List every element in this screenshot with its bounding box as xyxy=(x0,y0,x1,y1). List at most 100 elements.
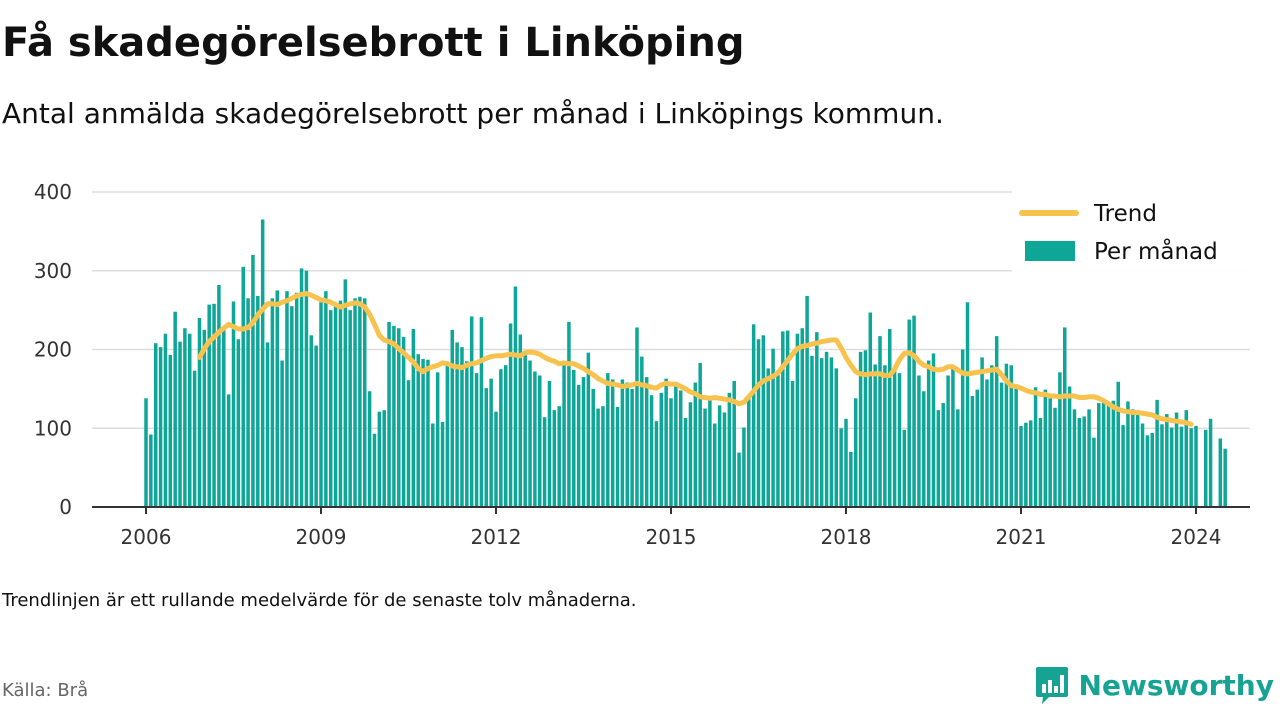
bar xyxy=(727,392,732,507)
trend-line-group xyxy=(197,291,1194,427)
bar xyxy=(1087,409,1091,507)
bar xyxy=(824,351,829,507)
bar xyxy=(751,324,756,507)
bar xyxy=(1009,365,1014,507)
bar xyxy=(883,365,887,507)
bar xyxy=(771,348,775,507)
bar xyxy=(985,379,989,507)
bar xyxy=(853,398,858,507)
bar xyxy=(406,380,411,507)
bar xyxy=(523,352,527,507)
bar xyxy=(460,347,464,507)
bar xyxy=(878,336,882,507)
bar xyxy=(635,327,639,507)
bar xyxy=(236,339,241,507)
bar xyxy=(805,295,809,507)
bar xyxy=(144,398,148,507)
bar xyxy=(1077,418,1082,507)
bar xyxy=(936,410,941,507)
bar xyxy=(654,421,659,507)
x-tick-label: 2009 xyxy=(296,525,347,549)
y-axis-tick-labels: 0 100 200 300 400 xyxy=(34,180,72,519)
bar xyxy=(309,335,314,507)
bar xyxy=(649,395,654,507)
bar xyxy=(591,388,595,508)
bar xyxy=(863,350,868,507)
x-tick-label: 2006 xyxy=(121,525,172,549)
bars-per-month xyxy=(144,219,1227,508)
bar xyxy=(912,315,916,507)
legend-bar-label: Per månad xyxy=(1094,237,1218,265)
bar xyxy=(474,373,479,508)
bar xyxy=(620,379,625,507)
bar xyxy=(285,291,289,507)
y-tick-label: 200 xyxy=(34,338,72,362)
bar xyxy=(178,341,182,508)
bar xyxy=(931,353,936,507)
bar xyxy=(1223,448,1227,507)
bar xyxy=(790,381,795,507)
bar xyxy=(518,334,523,507)
bar xyxy=(163,333,168,507)
bar xyxy=(747,396,751,507)
bar xyxy=(965,302,970,507)
bar xyxy=(1116,381,1120,507)
newsworthy-logo-icon xyxy=(1035,667,1068,704)
bar xyxy=(713,423,717,507)
bar xyxy=(819,358,824,507)
bar xyxy=(834,368,839,507)
bar xyxy=(168,355,173,507)
bar xyxy=(669,398,673,507)
bar xyxy=(606,373,610,508)
x-tick-label: 2015 xyxy=(646,525,697,549)
x-axis xyxy=(92,506,1250,514)
bar xyxy=(290,306,294,507)
x-tick-label: 2024 xyxy=(1171,525,1222,549)
bar xyxy=(562,365,566,507)
bar xyxy=(547,381,552,507)
bar xyxy=(1160,424,1164,507)
bar xyxy=(907,319,911,507)
bar xyxy=(844,418,848,507)
bar xyxy=(348,310,352,508)
bar xyxy=(1072,409,1077,507)
bar xyxy=(698,362,702,507)
bar xyxy=(484,388,489,507)
bar xyxy=(212,303,216,507)
bar xyxy=(479,317,484,507)
bar xyxy=(207,304,211,507)
bar xyxy=(858,351,863,507)
bar xyxy=(781,331,785,507)
bar xyxy=(372,433,377,507)
bar xyxy=(659,392,664,507)
bar xyxy=(693,382,698,507)
bar xyxy=(1019,425,1023,507)
bar xyxy=(542,417,547,507)
x-tick-label: 2018 xyxy=(821,525,872,549)
bar xyxy=(411,329,416,507)
bar xyxy=(1053,407,1057,507)
bar xyxy=(499,369,503,507)
bar xyxy=(951,367,955,507)
bar xyxy=(586,352,591,507)
bar xyxy=(576,384,581,507)
bar xyxy=(1155,399,1159,507)
bar xyxy=(343,279,348,507)
bar xyxy=(275,290,279,507)
y-tick-label: 100 xyxy=(34,416,72,440)
bar xyxy=(1218,438,1223,507)
bar xyxy=(756,339,761,507)
bar xyxy=(392,325,396,508)
bar xyxy=(795,333,800,507)
bar xyxy=(926,360,931,507)
bar xyxy=(999,382,1004,507)
bar xyxy=(1004,363,1009,507)
bar xyxy=(1063,327,1067,507)
bar xyxy=(703,408,707,507)
bar xyxy=(183,328,187,507)
legend-trend-label: Trend xyxy=(1093,201,1157,227)
bar xyxy=(192,370,197,507)
y-tick-label: 300 xyxy=(34,259,72,283)
bar xyxy=(766,368,770,507)
